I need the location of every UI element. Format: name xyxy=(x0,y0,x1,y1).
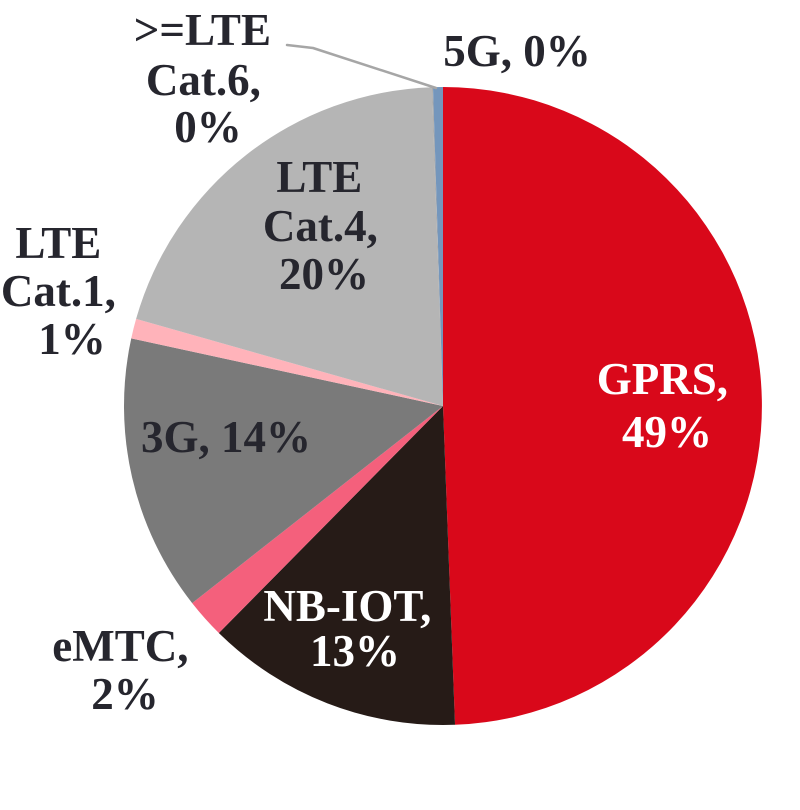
label-line: 13% xyxy=(310,626,400,676)
label-line: LTE xyxy=(15,218,101,268)
label-line: NB-IOT, xyxy=(263,581,431,631)
label-line: 3G, 14% xyxy=(141,412,311,462)
label-nb-iot: NB-IOT, 13% xyxy=(263,581,442,676)
label-5g: 5G, 0% xyxy=(443,26,591,76)
pie-slice-nb-iot xyxy=(218,406,456,725)
pie-slice-lte-cat1 xyxy=(131,318,443,406)
label-line: 20% xyxy=(279,249,369,299)
label-line: eMTC, xyxy=(52,621,188,671)
label-line: GPRS, xyxy=(597,354,728,404)
label-lte-cat1: LTE Cat.1, 1% xyxy=(1,218,127,364)
label-line: 5G, 0% xyxy=(443,26,591,76)
label-line: 2% xyxy=(91,669,159,719)
label-line: 1% xyxy=(38,314,106,364)
label-line: LTE xyxy=(276,152,362,202)
label-3g: 3G, 14% xyxy=(141,412,311,462)
pie-slice-emtc xyxy=(192,406,443,633)
leader-line-cat6 xyxy=(285,43,438,90)
label-lte-cat6: >=LTE Cat.6, 0% xyxy=(134,5,282,152)
label-line: 0% xyxy=(174,102,242,152)
label-line: >=LTE xyxy=(134,5,271,55)
label-line: Cat.6, xyxy=(146,55,261,105)
pie-slice-gprs xyxy=(443,87,762,725)
pie-slice-lte-cat4 xyxy=(136,87,444,406)
pie-slice-3g xyxy=(123,338,443,604)
label-gprs: GPRS, 49% xyxy=(597,354,740,457)
pie-slice-5g xyxy=(432,87,443,406)
label-line: 49% xyxy=(622,407,712,457)
label-line: Cat.4, xyxy=(263,201,378,251)
label-lte-cat4: LTE Cat.4, 20% xyxy=(263,152,389,299)
label-emtc: eMTC, 2% xyxy=(52,621,199,719)
pie-slice-lte-cat6 xyxy=(431,87,443,406)
label-line: Cat.1, xyxy=(1,266,116,316)
pie-slices xyxy=(123,87,762,725)
